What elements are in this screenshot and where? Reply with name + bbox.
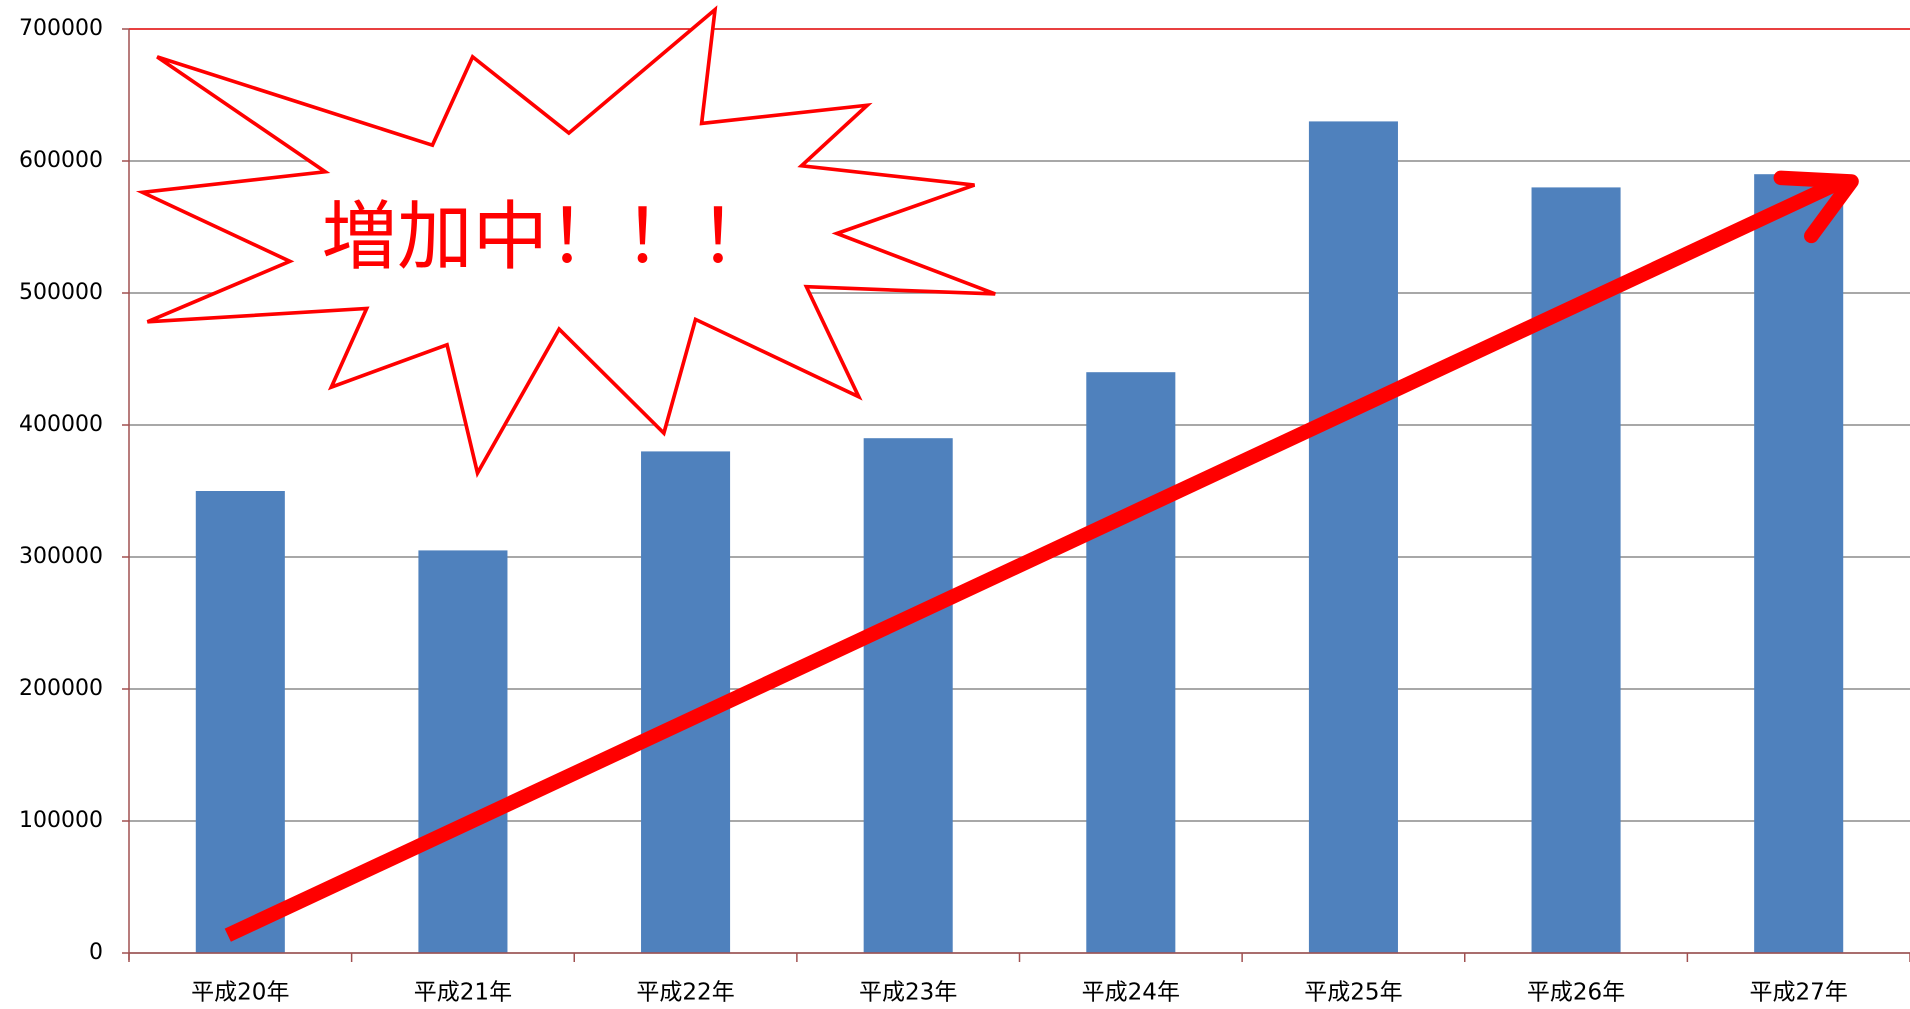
x-tick-label: 平成22年 bbox=[636, 980, 734, 1006]
callout: 増加中！！！ bbox=[143, 10, 996, 473]
bar bbox=[1086, 372, 1175, 953]
y-tick-label: 300000 bbox=[19, 544, 103, 569]
y-tick-label: 500000 bbox=[19, 280, 103, 305]
annotation: 増加中！！！ bbox=[322, 193, 775, 281]
x-tick-label: 平成26年 bbox=[1527, 980, 1625, 1006]
y-tick-label: 100000 bbox=[19, 808, 103, 833]
bar bbox=[1754, 174, 1843, 953]
y-tick-label: 400000 bbox=[19, 412, 103, 437]
chart: 0 100000 200000 300000 400000 500000 600000 700… bbox=[0, 0, 1910, 1009]
y-tick-label: 0 bbox=[89, 940, 103, 965]
bar bbox=[1309, 121, 1398, 953]
x-tick-label: 平成23年 bbox=[859, 980, 957, 1006]
axes: 0 100000 200000 300000 400000 500000 600000 700… bbox=[19, 16, 1910, 1006]
y-tick-label: 200000 bbox=[19, 676, 103, 701]
y-tick-label: 600000 bbox=[19, 148, 103, 173]
x-tick-label: 平成20年 bbox=[191, 980, 289, 1006]
x-tick-label: 平成24年 bbox=[1082, 980, 1180, 1006]
x-tick-label: 平成27年 bbox=[1750, 980, 1848, 1006]
bar bbox=[864, 438, 953, 953]
bar bbox=[418, 550, 507, 953]
bar bbox=[196, 491, 285, 953]
y-tick-label: 700000 bbox=[19, 16, 103, 41]
x-tick-label: 平成21年 bbox=[414, 980, 512, 1006]
page: {"chart_data": {"type": "bar", "annotati… bbox=[0, 0, 1910, 1009]
x-tick-label: 平成25年 bbox=[1304, 980, 1402, 1006]
